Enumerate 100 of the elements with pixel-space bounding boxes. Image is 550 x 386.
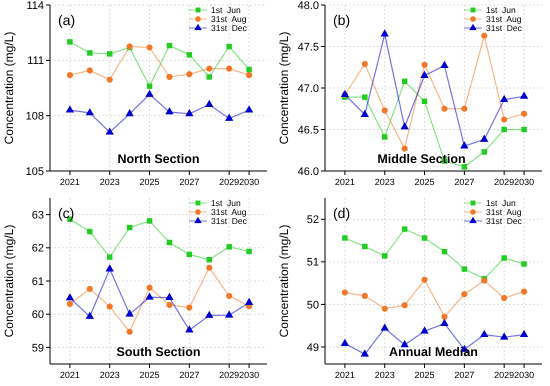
point <box>87 50 93 56</box>
point <box>440 60 449 68</box>
annotation: South Section <box>116 345 201 359</box>
point <box>166 74 173 80</box>
point <box>87 228 93 234</box>
point <box>106 127 114 135</box>
point <box>360 110 369 117</box>
point <box>462 164 468 170</box>
point <box>421 276 428 283</box>
point <box>225 114 234 121</box>
point <box>165 107 174 114</box>
point <box>380 323 389 331</box>
y-tick-label: 63 <box>32 209 44 222</box>
point <box>66 72 73 78</box>
point <box>362 94 368 100</box>
point <box>106 264 114 272</box>
point <box>186 252 192 258</box>
legend-label: 31st Aug <box>211 14 247 24</box>
y-tick-label: 52 <box>306 214 319 226</box>
point <box>382 253 388 259</box>
x-tick-label: 2021 <box>334 370 355 380</box>
point <box>362 292 368 299</box>
point <box>521 126 527 132</box>
x-tick-label: 2030 <box>514 370 534 380</box>
point <box>360 349 369 357</box>
point <box>166 302 173 308</box>
point <box>342 235 348 241</box>
point <box>166 42 172 48</box>
point <box>420 326 429 334</box>
point <box>165 292 174 300</box>
point <box>400 122 409 130</box>
y-axis-title: Concentration (mg/L) <box>2 224 16 338</box>
point <box>342 289 348 296</box>
point <box>86 67 93 74</box>
point <box>402 78 408 84</box>
y-tick-label: 108 <box>26 110 44 123</box>
legend-label: 1st Jun <box>486 4 516 15</box>
point <box>480 330 488 338</box>
point <box>440 318 449 326</box>
point <box>246 72 252 78</box>
x-tick-label: 2021 <box>60 370 80 380</box>
point <box>145 90 154 97</box>
annotation: North Section <box>118 152 200 166</box>
x-tick-label: 2027 <box>454 370 474 380</box>
point <box>126 224 132 230</box>
point <box>206 257 212 262</box>
point <box>125 109 134 116</box>
x-tick-label: 2025 <box>414 370 435 380</box>
legend-label: 31st Dec <box>211 22 248 33</box>
x-tick-label: 2025 <box>140 370 160 380</box>
legend-label: 31st Aug <box>486 14 522 24</box>
annotation: (b) <box>333 12 350 28</box>
point <box>206 74 212 80</box>
point <box>382 134 388 140</box>
point <box>225 310 234 318</box>
point <box>206 66 212 72</box>
point <box>400 340 409 348</box>
point <box>421 62 428 68</box>
point <box>480 134 488 142</box>
x-tick-label: 2023 <box>374 177 395 187</box>
y-tick-label: 47.0 <box>298 82 319 95</box>
point <box>186 52 192 58</box>
y-tick-label: 46.0 <box>298 166 319 178</box>
point <box>125 309 134 317</box>
x-tick-label: 2021 <box>334 177 355 187</box>
point <box>145 292 154 300</box>
y-tick-label: 105 <box>26 166 44 178</box>
y-tick-label: 61 <box>32 276 44 288</box>
point <box>66 293 74 300</box>
x-tick-label: 2029 <box>494 177 514 187</box>
point <box>501 294 508 302</box>
point <box>380 29 389 36</box>
x-tick-label: 2023 <box>374 370 395 380</box>
point <box>106 254 112 260</box>
point <box>441 314 448 320</box>
x-tick-label: 2025 <box>140 177 160 187</box>
point <box>146 218 152 224</box>
x-tick-label: 2029 <box>219 370 240 380</box>
legend-label: 1st Jun <box>211 198 242 208</box>
x-tick-label: 2023 <box>100 370 120 380</box>
x-tick-label: 2021 <box>60 177 80 187</box>
point <box>146 44 153 51</box>
point <box>422 235 428 241</box>
y-axis-title: Concentration (mg/L) <box>277 224 291 338</box>
x-tick-label: 2029 <box>494 370 514 380</box>
y-tick-label: 51 <box>306 256 319 269</box>
legend-label: 31st Dec <box>486 22 523 33</box>
point <box>340 338 350 346</box>
point <box>244 298 254 305</box>
point <box>86 108 94 116</box>
point <box>106 51 112 57</box>
legend-label: 1st Jun <box>486 198 516 208</box>
point <box>86 286 93 292</box>
x-tick-label: 2029 <box>219 177 240 187</box>
annotation: (c) <box>58 205 74 221</box>
x-tick-label: 2025 <box>414 177 435 187</box>
legend-label: 31st Aug <box>211 206 247 217</box>
point <box>146 284 153 291</box>
point <box>441 106 448 112</box>
x-tick-label: 2027 <box>179 177 200 187</box>
